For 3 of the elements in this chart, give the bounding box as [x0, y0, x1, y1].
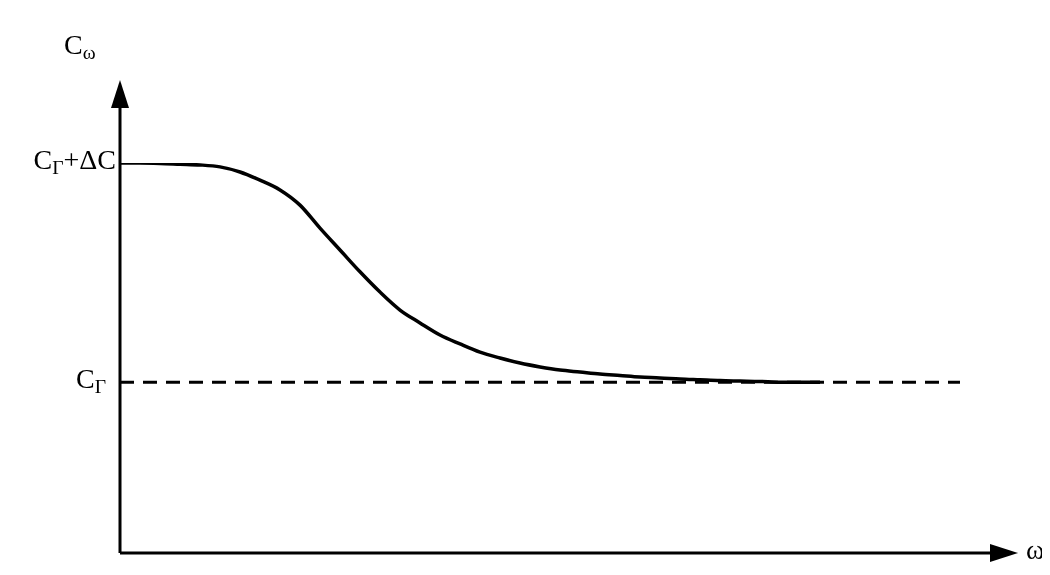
y-axis-title: C$_{ω}$: [64, 29, 96, 63]
text: C$_{Γ}$+ΔC: [33, 144, 116, 178]
ref-line-label: C$_{Γ}$: [75, 363, 106, 397]
